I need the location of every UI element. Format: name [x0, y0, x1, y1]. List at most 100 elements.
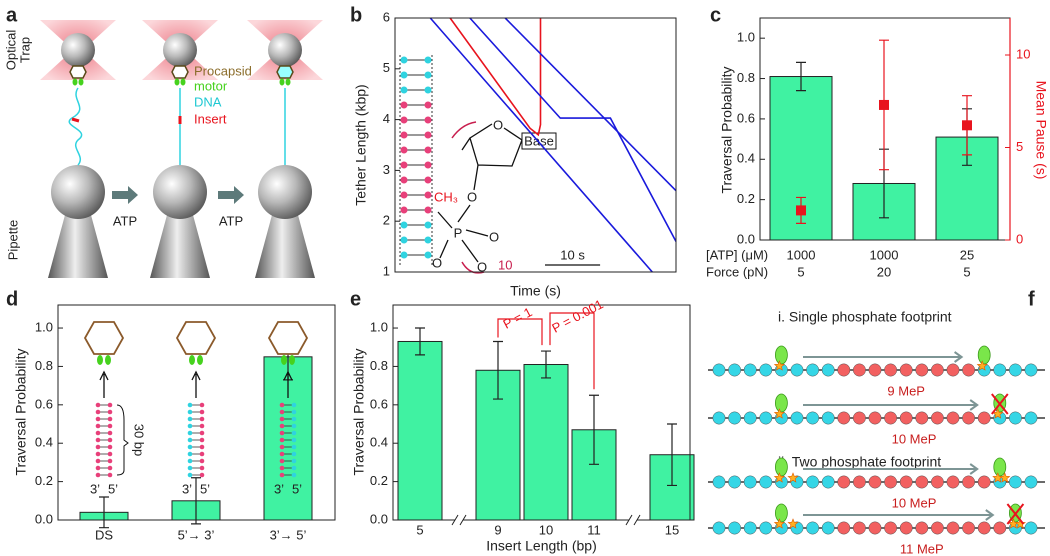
phosphate	[199, 458, 205, 464]
annotation: P = 0.001	[549, 296, 605, 335]
phosphate	[107, 458, 113, 464]
phosphate	[199, 451, 205, 457]
phosphate	[1024, 475, 1038, 489]
phosphate	[187, 416, 193, 422]
phosphate	[279, 472, 285, 478]
phosphate	[728, 475, 742, 489]
phosphate	[930, 521, 944, 535]
phosphate	[279, 423, 285, 429]
atom-o: O	[432, 255, 442, 270]
y-axis-title: Traversal Probability	[351, 348, 367, 475]
phosphate	[977, 411, 991, 425]
phosphate	[806, 475, 820, 489]
y-tick-label: 0.4	[737, 151, 755, 166]
phosphate	[291, 451, 297, 457]
phosphate	[291, 437, 297, 443]
phosphate	[400, 56, 408, 64]
trap-bead	[268, 33, 302, 67]
strand-label: 5’	[292, 481, 302, 496]
bond	[437, 123, 523, 263]
strand-label: 5’	[108, 481, 118, 496]
row-label: 11 MeP	[900, 541, 944, 556]
phosphate	[187, 472, 193, 478]
phosphate	[930, 475, 944, 489]
procapsid	[171, 65, 189, 79]
marker	[796, 205, 806, 216]
phosphate	[187, 423, 193, 429]
x-axis-title: Time (s)	[510, 283, 561, 299]
phosphate	[837, 363, 851, 377]
methyl: CH₃	[434, 189, 458, 204]
arrow-label: ATP	[113, 213, 137, 228]
phosphate	[400, 146, 408, 154]
row-label: 10 MeP	[892, 495, 937, 510]
phosphate	[977, 521, 991, 535]
phosphate	[728, 411, 742, 425]
plot-frame	[394, 17, 677, 273]
phosphate	[884, 411, 898, 425]
phosphate	[424, 131, 432, 139]
phosphate	[400, 101, 408, 109]
phosphate	[400, 206, 408, 214]
phosphate	[291, 472, 297, 478]
phosphate	[1008, 475, 1022, 489]
phosphate	[821, 363, 835, 377]
phosphate	[424, 146, 432, 154]
phosphate	[424, 86, 432, 94]
bar	[523, 364, 569, 521]
arrow	[218, 186, 244, 204]
axis-break-gap	[455, 518, 463, 522]
pipette-bead	[51, 165, 105, 219]
phosphate	[107, 472, 113, 478]
phosphate	[977, 475, 991, 489]
motor	[97, 355, 103, 365]
phosphate	[806, 363, 820, 377]
phosphate	[899, 521, 913, 535]
arrow	[191, 370, 201, 398]
phosphate	[95, 409, 101, 415]
y2-axis-title: Mean Pause (s)	[1033, 81, 1049, 180]
atom-p: P	[454, 225, 463, 240]
y-tick-label: 0.4	[370, 435, 388, 450]
panel-label: f	[1028, 288, 1035, 310]
phosphate	[279, 430, 285, 436]
phosphate	[962, 475, 976, 489]
x-tick-label: 1000	[870, 247, 899, 262]
contact-star	[1014, 518, 1026, 529]
insert	[71, 117, 80, 123]
y-tick-label: 5	[383, 60, 390, 75]
phosphate	[930, 411, 944, 425]
repeat-count: 10	[498, 257, 512, 272]
phosphate	[899, 475, 913, 489]
phosphate	[1024, 363, 1038, 377]
panel-label: e	[350, 288, 361, 310]
phosphate	[962, 363, 976, 377]
y-axis-title: Traversal Probability	[13, 348, 29, 475]
annotation: P = 1	[501, 304, 535, 332]
trap-bead	[61, 33, 95, 67]
atom-o: O	[489, 229, 499, 244]
y-tick-label: 0.6	[370, 396, 388, 411]
trace	[449, 17, 542, 137]
motor	[285, 78, 291, 86]
phosphate	[279, 465, 285, 471]
phosphate	[187, 437, 193, 443]
translocation-arrow	[803, 509, 995, 521]
phosphate	[400, 161, 408, 169]
phosphate	[400, 221, 408, 229]
phosphate	[821, 521, 835, 535]
phosphate	[915, 521, 929, 535]
motor	[289, 355, 295, 365]
base-label: Base	[524, 133, 554, 148]
motor	[775, 393, 788, 413]
atom-o: O	[477, 259, 487, 274]
motor	[105, 355, 111, 365]
contact-star	[773, 408, 785, 419]
phosphate	[187, 465, 193, 471]
phosphate	[806, 411, 820, 425]
y-tick-label: 0.6	[35, 396, 53, 411]
panel-label: b	[350, 4, 362, 26]
phosphate	[1008, 363, 1022, 377]
phosphate	[946, 411, 960, 425]
phosphate	[837, 521, 851, 535]
